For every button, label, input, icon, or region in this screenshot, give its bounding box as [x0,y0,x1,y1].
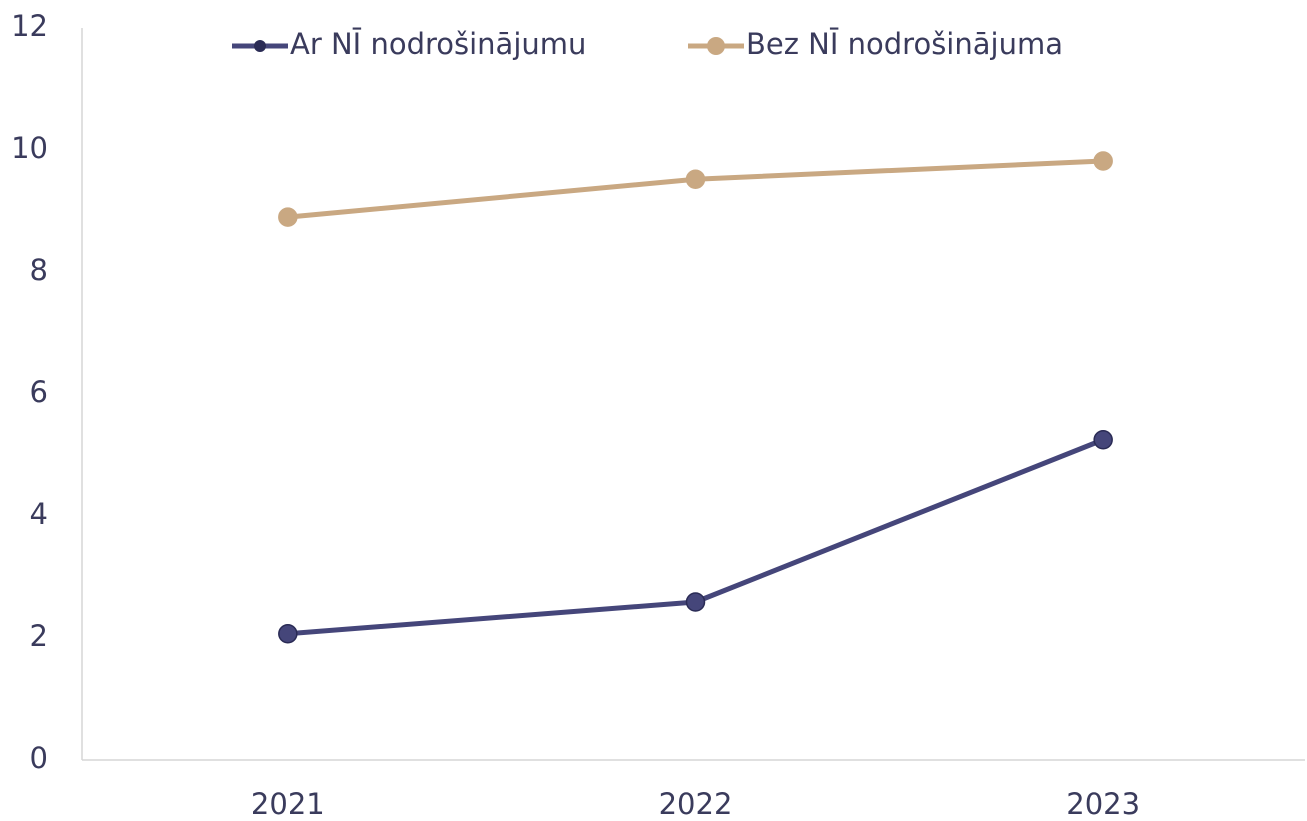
point [1093,430,1113,450]
x-tick-label: 2022 [659,787,733,821]
point [278,207,298,227]
y-tick-label: 8 [30,253,48,287]
legend-label: Ar NĪ nodrošinājumu [290,27,586,61]
point [685,592,706,612]
y-tick-label: 4 [30,497,48,531]
legend-marker [254,40,266,52]
series-line [287,158,1104,220]
point [1093,151,1113,171]
y-tick-label: 2 [30,619,48,653]
legend-marker [707,37,725,55]
x-tick-label: 2023 [1066,787,1140,821]
x-tick-label: 2021 [251,787,325,821]
legend-label: Bez NĪ nodrošinājuma [746,27,1063,61]
y-tick-label: 10 [11,131,48,165]
point [278,623,298,644]
y-tick-label: 6 [30,375,48,409]
y-tick-label: 0 [30,741,48,775]
y-tick-label: 12 [11,9,48,43]
point [685,169,706,190]
